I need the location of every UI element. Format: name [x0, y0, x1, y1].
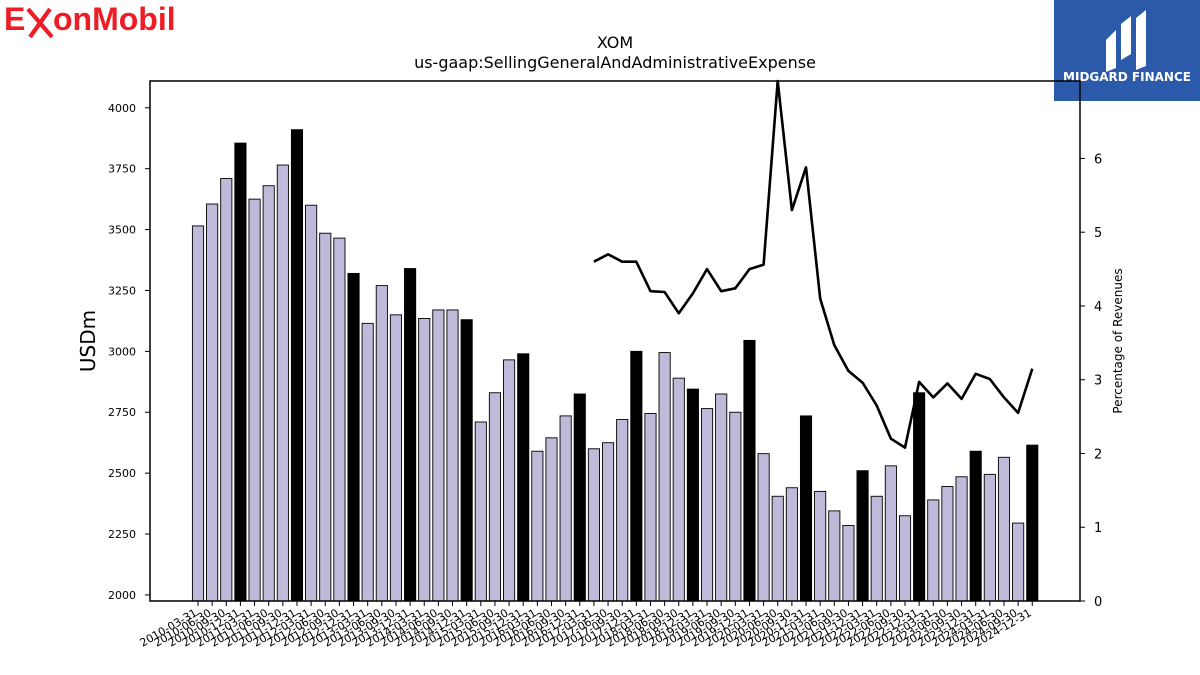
bar [983, 473, 996, 602]
bar [375, 285, 388, 602]
bar [799, 415, 813, 602]
logo-text-onmobil: onMobil [53, 1, 176, 37]
bar [333, 237, 346, 602]
bar [474, 421, 487, 602]
bar [389, 314, 403, 602]
bar [729, 411, 742, 602]
bar [602, 442, 615, 602]
bar [757, 453, 770, 602]
bar [276, 164, 289, 602]
y2-tick-label: 6 [1094, 152, 1102, 167]
bar [686, 388, 699, 602]
bar [488, 392, 501, 602]
y-tick-label: 2500 [108, 467, 136, 480]
y-tick-label: 2250 [108, 528, 136, 541]
percentage-line [593, 79, 1034, 449]
bar [658, 352, 671, 602]
bar [545, 437, 558, 602]
bar [418, 318, 431, 602]
y-tick-label: 4000 [108, 102, 136, 115]
y-tick-label: 3000 [108, 345, 136, 358]
y-axis-label: USDm [76, 310, 100, 372]
left-y-axis: 2000 2250 2500 2750 3000 3250 3500 3750 4000 [108, 102, 150, 602]
exxonmobil-logo: E onMobil [4, 0, 194, 44]
bar [1026, 444, 1039, 602]
bar [856, 470, 869, 602]
y2-axis-label: Percentage of Revenues [1111, 268, 1125, 413]
bar [248, 198, 261, 602]
midgard-finance-logo: MIDGARD FINANCE [1054, 0, 1200, 101]
bar [446, 309, 459, 602]
bar [305, 204, 318, 602]
midgard-mark-icon [1106, 10, 1146, 72]
y2-tick-label: 5 [1094, 226, 1102, 241]
logo-double-x-icon [26, 7, 54, 39]
chart-subtitle: us-gaap:SellingGeneralAndAdministrativeE… [414, 53, 816, 72]
chart-title: XOM [597, 33, 633, 52]
logo-letter-e: E [4, 1, 25, 37]
bar [828, 510, 841, 602]
bar [361, 322, 374, 602]
bar [913, 392, 926, 602]
bar [559, 415, 572, 602]
bar [644, 413, 657, 602]
bar [941, 486, 954, 602]
y2-tick-label: 0 [1094, 595, 1102, 610]
y2-tick-label: 4 [1094, 300, 1102, 315]
bar [715, 393, 728, 602]
y2-tick-label: 2 [1094, 447, 1102, 462]
bar-series [191, 129, 1039, 602]
bar [573, 393, 586, 602]
bar [587, 448, 600, 602]
bar [220, 177, 233, 602]
y-tick-label: 3750 [108, 163, 136, 176]
y-tick-label: 2000 [108, 589, 136, 602]
y-tick-label: 3250 [108, 284, 136, 297]
y2-tick-label: 1 [1094, 521, 1102, 536]
y-tick-label: 3500 [108, 224, 136, 237]
bar [234, 142, 247, 602]
bar [997, 456, 1011, 602]
bar [503, 359, 516, 602]
bar [531, 450, 544, 602]
bar [1012, 522, 1025, 602]
bar [884, 465, 897, 602]
bar [785, 487, 798, 602]
bar [870, 495, 883, 602]
x-axis: 2010-03-312010-06-302010-09-302010-12-31… [138, 601, 1034, 650]
percentage-line-series [593, 79, 1034, 449]
bar [814, 490, 827, 602]
midgard-logo-text: MIDGARD FINANCE [1063, 70, 1191, 84]
right-y-axis: 0 1 2 3 4 5 6 [1080, 152, 1102, 610]
bar [347, 272, 360, 602]
y-tick-label: 2750 [108, 406, 136, 419]
bar [460, 319, 473, 602]
bar [672, 377, 685, 602]
bar [191, 225, 205, 602]
bar [290, 129, 304, 602]
bar [927, 499, 940, 602]
bar [319, 232, 332, 602]
bar [432, 309, 445, 602]
bar [700, 408, 714, 602]
bar [206, 203, 219, 602]
bar [771, 495, 784, 602]
bar [743, 339, 756, 602]
y2-tick-label: 3 [1094, 374, 1102, 389]
bar [517, 353, 530, 602]
bar [630, 350, 643, 602]
plot-frame [149, 80, 1081, 602]
bar [404, 268, 417, 602]
bar [616, 419, 629, 602]
bar [898, 515, 912, 602]
bar [842, 525, 855, 602]
bar [262, 185, 275, 602]
bar [969, 450, 982, 602]
bar [955, 476, 968, 602]
